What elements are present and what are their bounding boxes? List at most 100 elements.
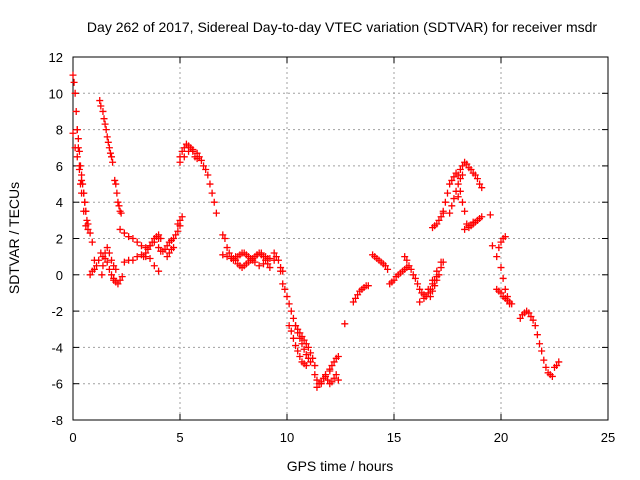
data-point	[328, 378, 336, 386]
data-point	[71, 144, 79, 152]
x-tick-label: 15	[387, 430, 401, 445]
data-point	[129, 256, 137, 264]
data-point	[72, 107, 80, 115]
data-point	[309, 354, 317, 362]
data-point	[96, 97, 104, 105]
data-point	[150, 262, 158, 270]
data-point	[219, 231, 227, 239]
data-point	[465, 222, 473, 230]
data-point	[461, 225, 469, 233]
data-point	[105, 144, 113, 152]
data-point	[178, 213, 186, 221]
data-point	[531, 322, 539, 330]
data-point	[433, 267, 441, 275]
data-point	[116, 225, 124, 233]
data-point	[448, 202, 456, 210]
x-tick-label: 0	[69, 430, 76, 445]
data-point	[478, 213, 486, 221]
data-point	[86, 271, 94, 279]
data-point	[83, 216, 91, 224]
data-point	[553, 362, 561, 370]
data-point	[527, 313, 535, 321]
data-point	[117, 209, 125, 217]
data-point	[99, 107, 107, 115]
data-point	[110, 262, 118, 270]
data-point	[105, 249, 113, 257]
data-point	[473, 216, 481, 224]
data-point	[473, 175, 481, 183]
data-point	[200, 162, 208, 170]
data-point	[84, 220, 92, 228]
data-point	[439, 207, 447, 215]
data-point	[516, 314, 524, 322]
data-point	[298, 333, 306, 341]
data-point	[508, 300, 516, 308]
data-point	[414, 280, 422, 288]
data-point	[281, 285, 289, 293]
data-point	[289, 334, 297, 342]
data-point	[155, 231, 163, 239]
data-point	[463, 160, 471, 168]
data-point	[300, 345, 308, 353]
data-point	[176, 216, 184, 224]
data-point	[93, 262, 101, 270]
data-point	[223, 253, 231, 261]
data-point	[493, 253, 501, 261]
data-point	[403, 256, 411, 264]
data-point	[76, 162, 84, 170]
data-point	[99, 262, 107, 270]
data-point	[322, 371, 330, 379]
data-point	[238, 249, 246, 257]
data-point	[247, 254, 255, 262]
data-point	[163, 253, 171, 261]
data-point	[193, 149, 201, 157]
data-point	[501, 285, 509, 293]
data-point	[439, 258, 447, 266]
data-point	[409, 271, 417, 279]
data-point	[146, 242, 154, 250]
data-point	[204, 171, 212, 179]
data-point	[155, 267, 163, 275]
data-point	[435, 216, 443, 224]
data-point	[364, 282, 372, 290]
data-point	[326, 365, 334, 373]
data-point	[456, 166, 464, 174]
data-point	[313, 383, 321, 391]
x-tick-label: 25	[601, 430, 615, 445]
data-point	[330, 358, 338, 366]
data-point	[454, 193, 462, 201]
data-point	[115, 202, 123, 210]
data-point	[257, 249, 265, 257]
x-tick-label: 5	[176, 430, 183, 445]
y-tick-label: 8	[56, 123, 63, 138]
data-point	[294, 325, 302, 333]
data-point	[294, 347, 302, 355]
data-point	[172, 231, 180, 239]
data-point	[161, 245, 169, 253]
data-point	[420, 294, 428, 302]
data-point	[137, 242, 145, 250]
data-point	[79, 180, 87, 188]
data-point	[82, 207, 90, 215]
data-point	[103, 244, 111, 252]
data-point	[144, 245, 152, 253]
data-point	[118, 273, 126, 281]
data-point	[454, 180, 462, 188]
data-points	[69, 71, 563, 391]
data-point	[437, 213, 445, 221]
data-point	[78, 171, 86, 179]
data-point	[75, 147, 83, 155]
data-point	[476, 180, 484, 188]
data-point	[104, 138, 112, 146]
data-point	[448, 176, 456, 184]
data-point	[103, 258, 111, 266]
y-tick-label: 2	[56, 232, 63, 247]
data-point	[174, 227, 182, 235]
data-point	[495, 244, 503, 252]
data-point	[120, 229, 128, 237]
data-point	[458, 162, 466, 170]
data-point	[202, 166, 210, 174]
data-point	[540, 356, 548, 364]
y-axis-label: SDTVAR / TECUs	[6, 182, 22, 294]
